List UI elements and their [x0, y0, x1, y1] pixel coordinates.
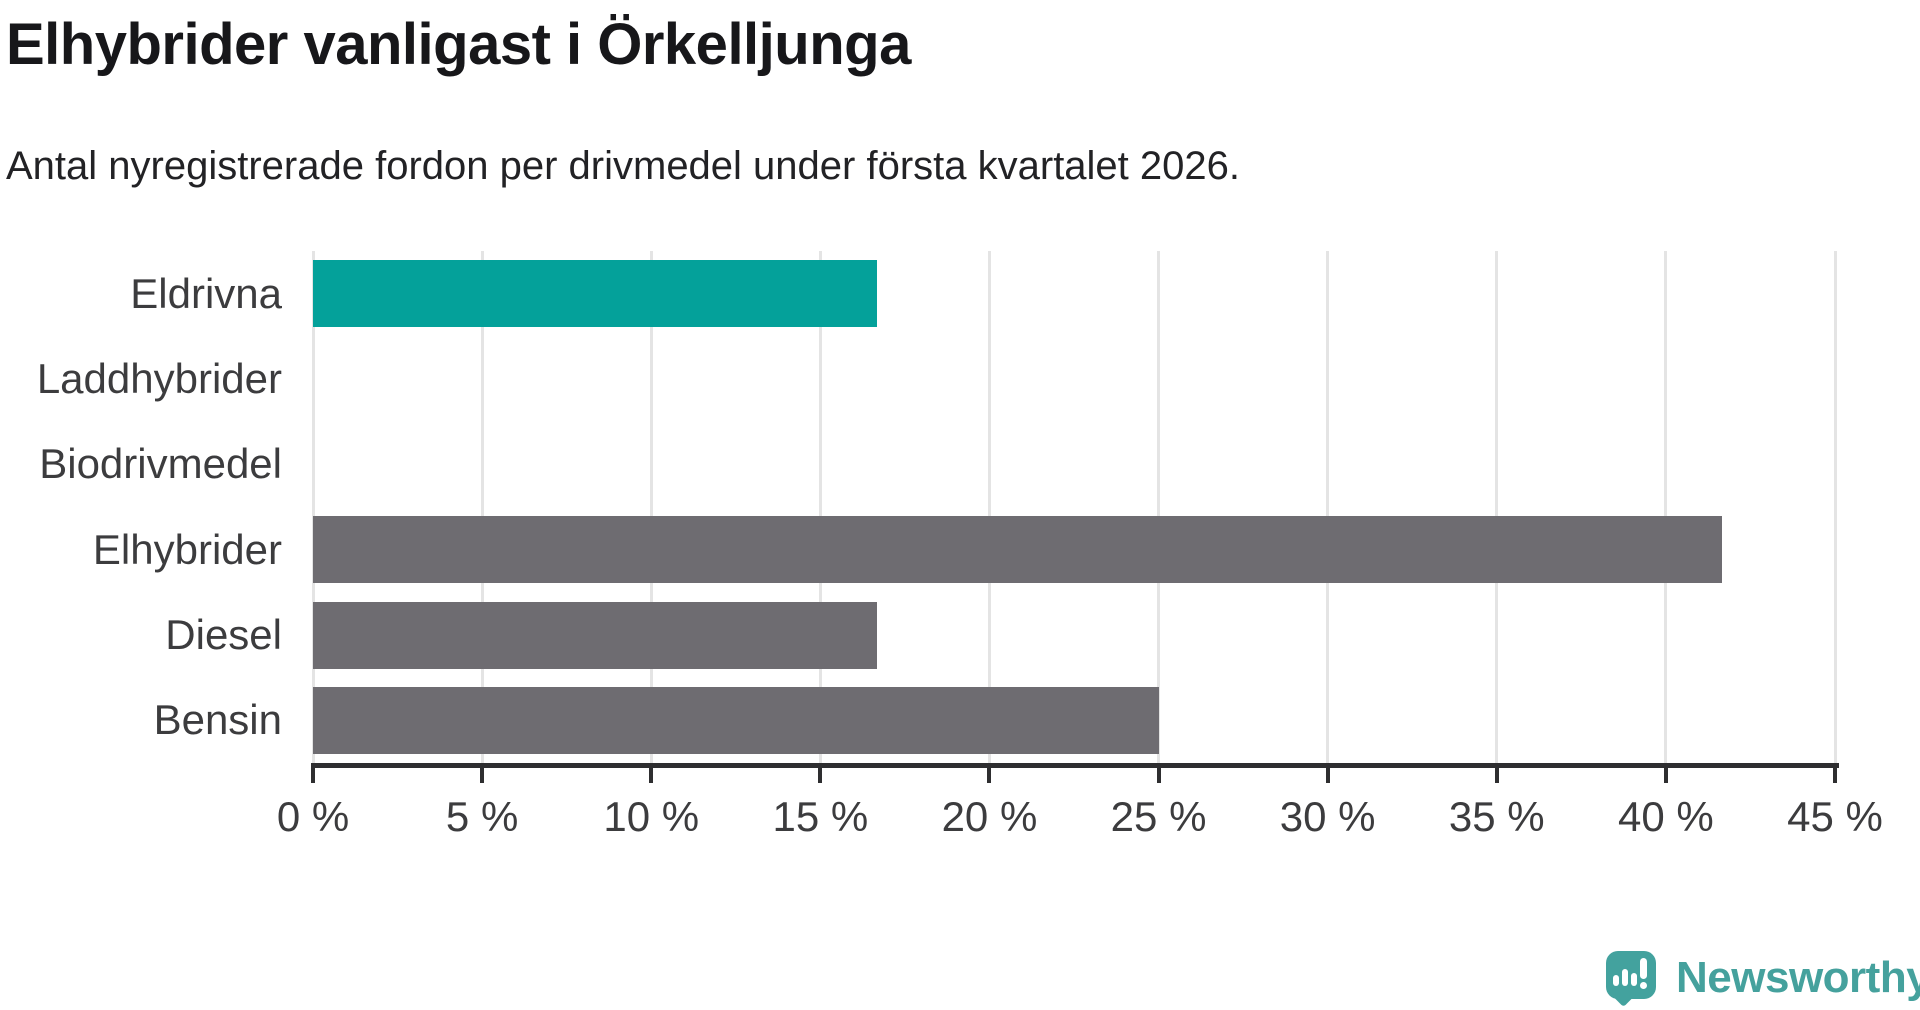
- category-label-bensin: Bensin: [153, 696, 282, 744]
- x-axis-tick-label-0: 0 %: [276, 793, 350, 840]
- logo-mini-bar-3: [1631, 973, 1637, 986]
- category-label-biodrivmedel: Biodrivmedel: [39, 440, 282, 488]
- gridline-15: [818, 251, 822, 763]
- bar-diesel: [313, 601, 877, 669]
- bar-elhybrider: [313, 516, 1723, 584]
- gridline-45: [1833, 251, 1837, 763]
- logo-mini-bar-2: [1622, 969, 1628, 986]
- x-axis-tick-label-15: 15 %: [772, 793, 869, 840]
- gridline-5: [480, 251, 484, 763]
- category-label-laddhybrider: Laddhybrider: [36, 355, 282, 402]
- gridline-10: [649, 251, 653, 763]
- bar-eldrivna: [313, 260, 877, 328]
- gridline-20: [987, 251, 991, 763]
- logo-mini-bar-1: [1613, 975, 1619, 986]
- x-axis-tick-20: [987, 768, 992, 783]
- category-label-eldrivna: Eldrivna: [130, 269, 282, 317]
- gridline-35: [1495, 251, 1499, 763]
- x-axis-tick-label-45: 45 %: [1787, 793, 1883, 840]
- logo-exclamation-dot: [1640, 982, 1647, 989]
- x-axis-line: [311, 763, 1839, 768]
- newsworthy-logo-icon: [1606, 951, 1656, 1009]
- x-axis-tick-30: [1325, 768, 1330, 783]
- newsworthy-logo: Newsworthy: [1606, 951, 1920, 1010]
- x-axis-tick-40: [1663, 768, 1668, 783]
- x-axis-tick-label-35: 35 %: [1448, 793, 1545, 840]
- x-axis-tick-10: [649, 768, 654, 783]
- x-axis-tick-label-25: 25 %: [1110, 793, 1207, 840]
- chart-title: Elhybrider vanligast i Örkelljunga: [6, 12, 911, 77]
- gridline-40: [1664, 251, 1668, 763]
- x-axis-tick-35: [1494, 768, 1499, 783]
- x-axis-tick-45: [1833, 768, 1837, 783]
- x-axis-tick-label-5: 5 %: [445, 793, 519, 840]
- gridline-30: [1326, 251, 1330, 763]
- newsworthy-logo-text: Newsworthy: [1676, 953, 1920, 1002]
- bar-bensin: [313, 686, 1159, 754]
- gridline-25: [1157, 251, 1161, 763]
- x-axis-tick-label-10: 10 %: [603, 793, 700, 840]
- x-axis-tick-label-20: 20 %: [941, 793, 1038, 840]
- x-axis-tick-15: [818, 768, 823, 783]
- chart-subtitle: Antal nyregistrerade fordon per drivmede…: [6, 144, 1241, 188]
- gridline-0: [311, 251, 315, 763]
- x-axis-tick-25: [1156, 768, 1161, 783]
- logo-exclamation-stem: [1640, 958, 1647, 979]
- category-label-elhybrider: Elhybrider: [92, 525, 282, 573]
- x-axis-tick-label-30: 30 %: [1279, 793, 1376, 840]
- x-axis-tick-0: [311, 768, 315, 783]
- x-axis-tick-label-40: 40 %: [1618, 793, 1714, 840]
- x-axis-tick-5: [480, 768, 485, 783]
- category-label-diesel: Diesel: [165, 611, 282, 658]
